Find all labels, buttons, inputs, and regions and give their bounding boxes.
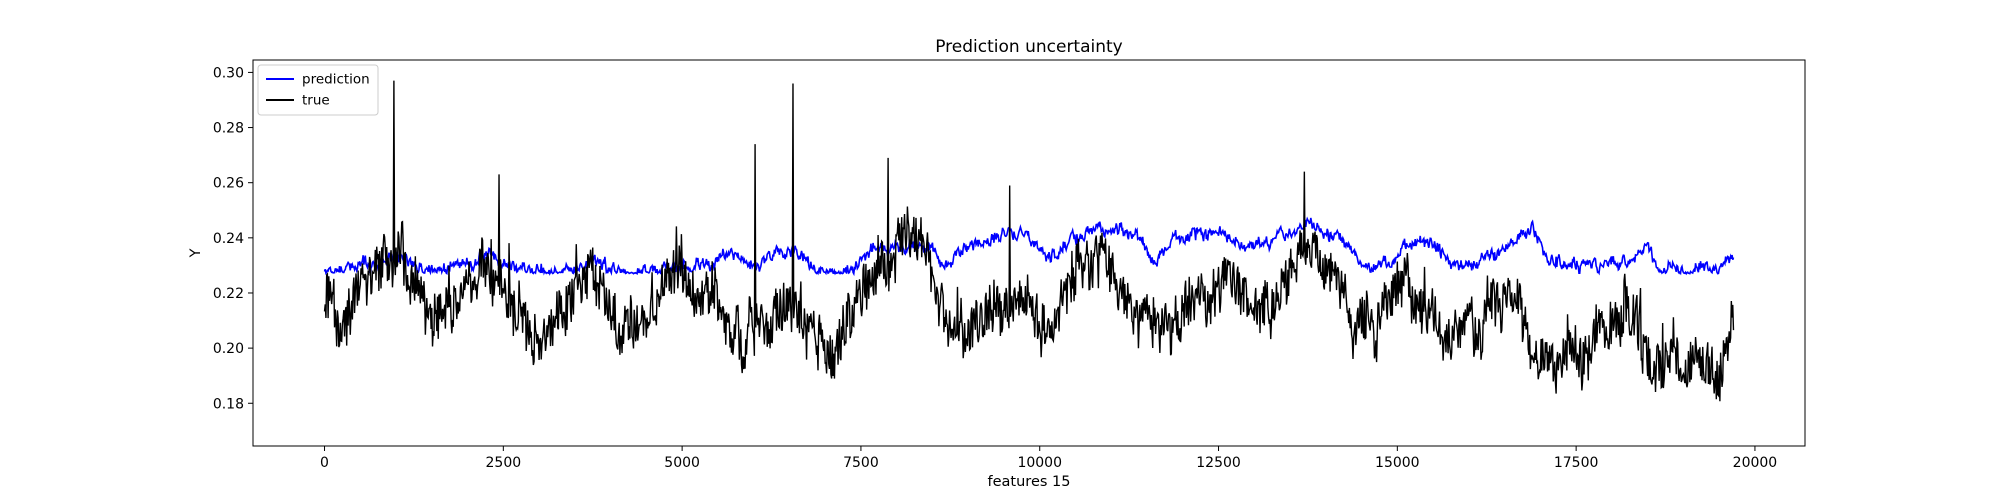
y-tick-label-5: 0.28 (213, 121, 244, 137)
x-tick-label-6: 15000 (1375, 455, 1420, 471)
y-tick-label-3: 0.24 (213, 231, 244, 247)
chart-title: Prediction uncertainty (935, 37, 1123, 57)
y-tick-label-2: 0.22 (213, 286, 244, 302)
x-tick-label-7: 17500 (1554, 455, 1599, 471)
legend-label-prediction: prediction (302, 72, 370, 88)
series-line-prediction (323, 216, 1735, 277)
y-axis-ticks: 0.18 0.20 0.22 0.24 0.26 0.28 0.30 (213, 65, 253, 412)
series-line-true (323, 80, 1735, 402)
series-layer (323, 80, 1735, 402)
plot-area (252, 59, 1806, 447)
x-tick-label-1: 2500 (486, 455, 522, 471)
y-axis-label: Y (188, 248, 204, 258)
legend-label-true: true (302, 93, 330, 109)
legend: prediction true (257, 64, 379, 116)
x-tick-label-3: 7500 (843, 455, 879, 471)
x-tick-label-5: 12500 (1196, 455, 1241, 471)
x-tick-label-2: 5000 (664, 455, 700, 471)
y-tick-label-0: 0.18 (213, 396, 244, 412)
x-tick-label-8: 20000 (1733, 455, 1778, 471)
legend-box (257, 64, 379, 116)
y-tick-label-4: 0.26 (213, 176, 244, 192)
x-axis-label: features 15 (988, 474, 1071, 490)
x-axis-ticks: 0 2500 5000 7500 10000 12500 15000 17500 20000 (320, 446, 1777, 471)
y-tick-label-1: 0.20 (213, 341, 244, 357)
axes-frame (252, 59, 1806, 447)
x-tick-label-4: 10000 (1017, 455, 1062, 471)
x-tick-label-0: 0 (320, 455, 329, 471)
y-tick-label-6: 0.30 (213, 65, 244, 81)
